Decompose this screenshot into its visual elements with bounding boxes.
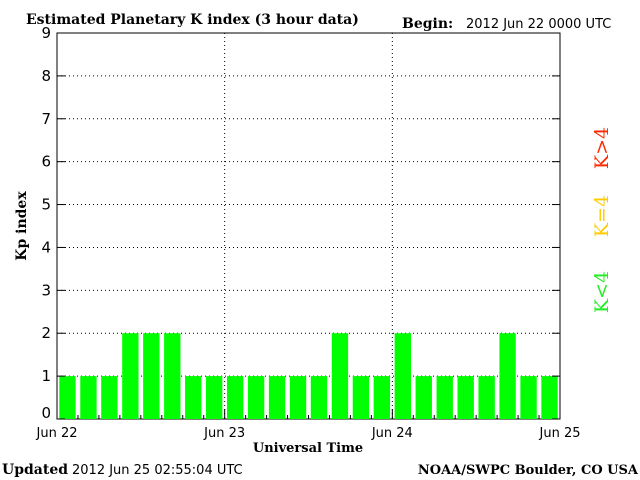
y-tick-label: 2: [41, 324, 51, 342]
chart-title: Estimated Planetary K index (3 hour data…: [26, 12, 359, 28]
x-tick-label: Jun 24: [371, 426, 413, 441]
x-axis-label: Universal Time: [253, 441, 363, 456]
kp-bar: [331, 333, 349, 419]
kp-bar: [373, 376, 391, 419]
legend-k-equal-4: K=4: [591, 195, 613, 237]
kp-bar: [541, 376, 558, 419]
kp-bar: [226, 376, 244, 419]
kp-bar: [185, 376, 202, 419]
y-tick-label: 6: [41, 153, 51, 171]
kp-bar: [352, 376, 370, 419]
credit: NOAA/SWPC Boulder, CO USA: [418, 463, 639, 478]
y-axis-ticks: 0 1 2 3 4 5 6 7 8 9: [41, 24, 560, 422]
kp-bar: [499, 333, 516, 419]
kp-bar: [289, 376, 307, 419]
y-tick-label: 0: [41, 404, 51, 422]
kp-bar: [164, 333, 181, 419]
begin-label: Begin:: [402, 16, 453, 32]
kp-bar: [520, 376, 537, 419]
x-tick-label: Jun 23: [203, 426, 245, 441]
kp-bar: [247, 376, 265, 419]
x-tick-label: Jun 22: [36, 426, 78, 441]
kp-bar: [268, 376, 286, 419]
begin-value: 2012 Jun 22 0000 UTC: [466, 17, 611, 32]
y-axis-label: Kp index: [14, 191, 30, 261]
kp-bar: [122, 333, 139, 419]
kp-bar: [457, 376, 474, 419]
plot-area: [56, 32, 561, 420]
bars: [59, 333, 558, 419]
kp-bar: [59, 376, 76, 419]
y-tick-label: 3: [41, 281, 51, 299]
kp-bar: [478, 376, 495, 419]
y-tick-label: 7: [41, 110, 51, 128]
kp-bar: [436, 376, 453, 419]
kp-bar: [310, 376, 328, 419]
y-tick-label: 9: [41, 24, 51, 42]
kp-bar: [143, 333, 160, 419]
y-tick-label: 8: [41, 67, 51, 85]
grid-lines: [57, 33, 560, 419]
kp-bar: [206, 376, 223, 419]
x-axis-ticks: Jun 22 Jun 23 Jun 24 Jun 25: [36, 409, 581, 441]
y-tick-label: 5: [41, 196, 51, 214]
kp-bar: [80, 376, 97, 419]
legend-k-greater-4: K>4: [591, 127, 613, 169]
y-tick-label: 4: [41, 238, 51, 256]
kp-bar: [415, 376, 432, 419]
kp-bar: [101, 376, 118, 419]
y-tick-label: 1: [41, 367, 51, 385]
updated-label: Updated: [2, 462, 68, 478]
updated-value: 2012 Jun 25 02:55:04 UTC: [72, 463, 243, 478]
legend-k-less-4: K<4: [591, 271, 613, 313]
kp-bar: [394, 333, 411, 419]
x-tick-label: Jun 25: [539, 426, 581, 441]
